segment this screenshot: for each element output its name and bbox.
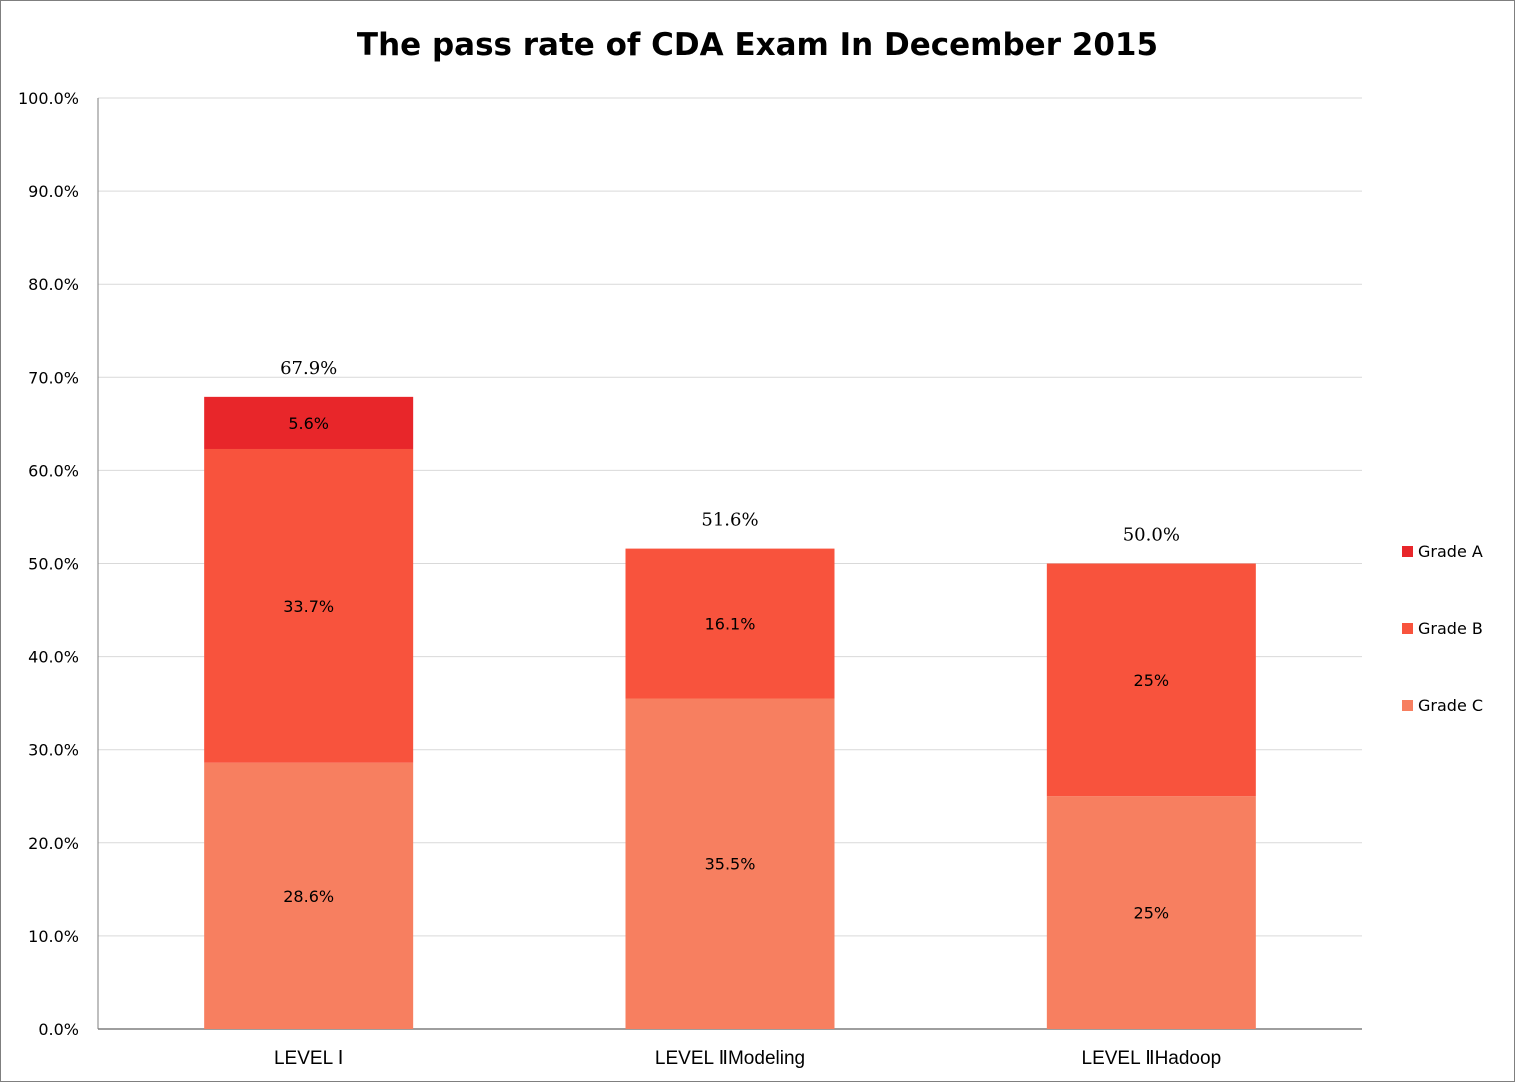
data-label: 35.5%	[705, 855, 756, 874]
y-tick-label: 50.0%	[28, 555, 79, 574]
legend-swatch-grade-b	[1402, 623, 1413, 634]
y-tick-label: 70.0%	[28, 368, 79, 387]
y-tick-label: 40.0%	[28, 648, 79, 667]
total-label: 50.0%	[1123, 525, 1180, 546]
data-label: 16.1%	[705, 615, 756, 634]
total-label: 67.9%	[280, 358, 337, 379]
data-label: 5.6%	[288, 414, 329, 433]
bar-segment-grade-b	[1046, 563, 1256, 797]
data-label: 25%	[1134, 904, 1170, 923]
legend-label-grade-a: Grade A	[1418, 542, 1483, 561]
total-label: 51.6%	[701, 510, 758, 531]
bar-segment-grade-c	[1046, 796, 1256, 1029]
data-label: 33.7%	[283, 597, 334, 616]
data-label: 25%	[1134, 671, 1170, 690]
bar-segment-grade-c	[204, 762, 414, 1029]
bar-segment-grade-b	[204, 448, 414, 763]
y-tick-label: 30.0%	[28, 741, 79, 760]
y-tick-label: 90.0%	[28, 182, 79, 201]
bar-segment-grade-b	[625, 548, 835, 699]
bar-segment-grade-c	[625, 698, 835, 1029]
data-label: 28.6%	[283, 887, 334, 906]
y-tick-label: 10.0%	[28, 927, 79, 946]
y-tick-label: 60.0%	[28, 461, 79, 480]
legend-swatch-grade-c	[1402, 700, 1413, 711]
y-tick-label: 100.0%	[18, 89, 79, 108]
x-tick-label: LEVEL ⅡModeling	[655, 1048, 805, 1069]
y-tick-label: 80.0%	[28, 275, 79, 294]
bar-segment-grade-a	[204, 396, 414, 449]
legend-label-grade-b: Grade B	[1418, 619, 1483, 638]
x-tick-label: LEVEL ⅡHadoop	[1082, 1048, 1222, 1069]
legend-label-grade-c: Grade C	[1418, 696, 1484, 715]
legend-swatch-grade-a	[1402, 546, 1413, 557]
y-tick-label: 0.0%	[38, 1020, 79, 1039]
chart-title: The pass rate of CDA Exam In December 20…	[356, 27, 1159, 63]
x-tick-label: LEVEL Ⅰ	[274, 1048, 343, 1069]
y-tick-label: 20.0%	[28, 834, 79, 853]
